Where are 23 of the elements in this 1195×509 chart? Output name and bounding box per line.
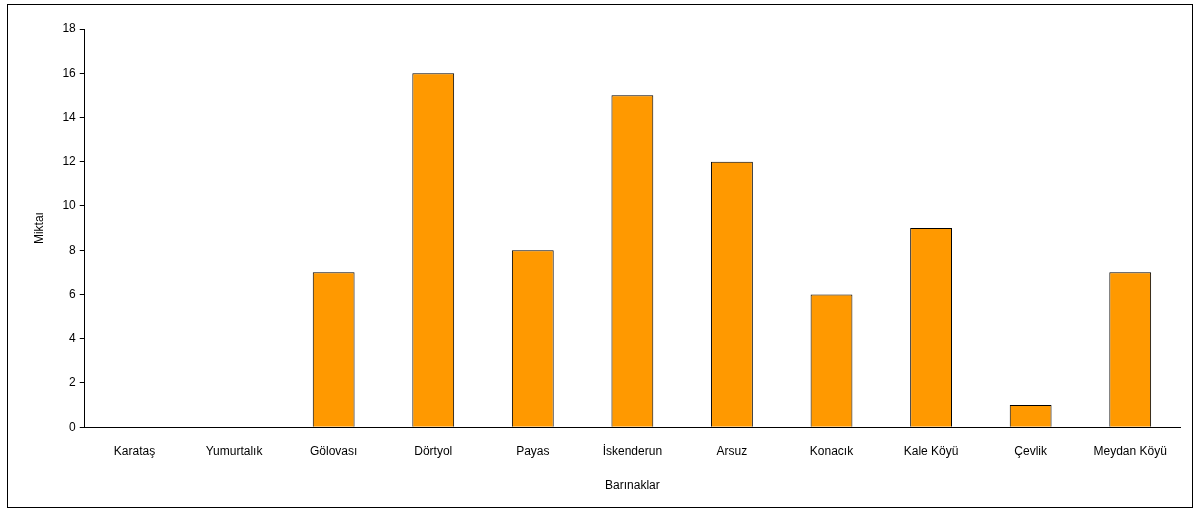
x-tick-label: Yumurtalık bbox=[205, 443, 264, 458]
y-tick-label: 6 bbox=[69, 286, 77, 301]
y-tick-label: 14 bbox=[62, 109, 77, 124]
y-tick-label: 18 bbox=[62, 21, 77, 36]
x-tick-label: Çevlik bbox=[1014, 443, 1048, 458]
x-tick-label: Meydan Köyü bbox=[1093, 443, 1167, 458]
x-tick-label: Payas bbox=[516, 443, 550, 458]
x-tick-label: Konacık bbox=[809, 443, 855, 458]
y-tick-label: 2 bbox=[69, 375, 77, 390]
y-tick-label: 12 bbox=[62, 154, 77, 169]
y-axis-title: Miktaı bbox=[31, 212, 46, 245]
y-tick-label: 4 bbox=[69, 331, 77, 346]
x-tick-label: Karataş bbox=[113, 443, 156, 458]
x-tick-label: Arsuz bbox=[716, 443, 748, 458]
x-tick-label: Dörtyol bbox=[414, 443, 453, 458]
x-tick-label: Gölovası bbox=[309, 443, 358, 458]
y-tick-label: 0 bbox=[69, 419, 77, 434]
x-axis-title: Barınaklar bbox=[605, 478, 660, 493]
y-tick-label: 10 bbox=[62, 198, 77, 213]
y-tick-label: 8 bbox=[69, 242, 77, 257]
y-tick-label: 16 bbox=[62, 65, 77, 80]
x-tick-label: İskenderun bbox=[602, 443, 663, 458]
x-tick-label: Kale Köyü bbox=[903, 443, 959, 458]
